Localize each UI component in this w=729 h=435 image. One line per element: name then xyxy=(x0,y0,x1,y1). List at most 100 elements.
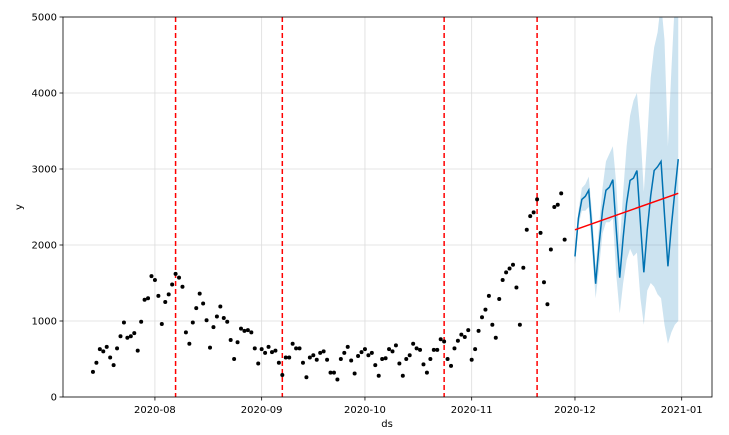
observed-point xyxy=(366,353,371,358)
x-tick-label: 2020-10 xyxy=(344,405,386,416)
observed-point xyxy=(552,205,557,209)
observed-point xyxy=(276,360,281,365)
x-tick-label: 2020-08 xyxy=(134,405,176,416)
observed-point xyxy=(201,301,206,306)
observed-point xyxy=(466,328,471,333)
observed-point xyxy=(545,302,550,307)
observed-point xyxy=(414,346,419,351)
observed-point xyxy=(504,270,509,275)
y-tick-label: 5000 xyxy=(32,13,57,24)
observed-point xyxy=(397,361,402,366)
observed-point xyxy=(352,371,357,376)
observed-point xyxy=(121,320,126,325)
observed-point xyxy=(125,335,130,340)
observed-point xyxy=(180,284,185,289)
uncertainty-band xyxy=(574,17,679,344)
observed-point xyxy=(170,282,175,287)
observed-point xyxy=(521,265,526,270)
observed-point xyxy=(139,319,144,324)
observed-point xyxy=(132,331,137,336)
observed-point xyxy=(500,277,505,282)
observed-point xyxy=(204,318,209,323)
observed-point xyxy=(459,332,464,337)
observed-point xyxy=(297,346,302,351)
observed-point xyxy=(380,357,385,361)
observed-point xyxy=(283,355,288,360)
observed-point xyxy=(152,277,157,282)
observed-point xyxy=(163,300,168,304)
observed-point xyxy=(111,363,116,368)
observed-point xyxy=(335,377,340,382)
observed-point xyxy=(362,347,367,352)
observed-point xyxy=(562,237,567,242)
observed-point xyxy=(273,348,278,353)
observed-point xyxy=(452,346,457,351)
observed-point xyxy=(548,247,553,252)
x-axis-label: ds xyxy=(381,419,393,430)
observed-point xyxy=(173,271,178,276)
observed-point xyxy=(115,346,120,351)
observed-point xyxy=(480,315,485,320)
observed-point xyxy=(404,357,409,361)
observed-point xyxy=(517,322,522,327)
observed-point xyxy=(197,291,202,296)
observed-point xyxy=(462,334,467,339)
observed-point xyxy=(194,306,199,311)
observed-point xyxy=(356,353,361,358)
observed-point xyxy=(418,347,423,352)
observed-point xyxy=(535,197,540,202)
observed-point xyxy=(135,348,140,353)
observed-point xyxy=(101,349,106,354)
observed-point xyxy=(256,361,261,366)
observed-point xyxy=(149,274,154,279)
observed-point xyxy=(507,266,512,271)
y-tick-label: 1000 xyxy=(32,317,57,328)
x-tick-label: 2020-09 xyxy=(241,405,283,416)
observed-point xyxy=(239,326,244,331)
observed-point xyxy=(290,341,295,346)
observed-point xyxy=(411,341,416,346)
observed-point xyxy=(321,349,326,354)
observed-point xyxy=(90,369,95,374)
x-tick-label: 2020-11 xyxy=(451,405,493,416)
observed-point xyxy=(455,338,460,343)
observed-point xyxy=(421,362,426,367)
observed-point xyxy=(318,350,323,355)
observed-point xyxy=(328,370,333,375)
observed-point xyxy=(190,320,195,325)
axes: 0 1000 2000 3000 4000 5000 2020-08 2020-09 2020-… xyxy=(32,13,703,417)
observed-point xyxy=(373,363,378,368)
y-axis-label: y xyxy=(14,204,25,210)
observed-point xyxy=(349,358,354,363)
observed-point xyxy=(555,202,560,207)
observed-point xyxy=(428,357,433,361)
observed-point xyxy=(469,357,474,362)
observed-point xyxy=(476,328,481,333)
observed-point xyxy=(445,357,450,361)
observed-point xyxy=(369,350,374,355)
observed-point xyxy=(263,350,268,355)
plot-frame xyxy=(62,16,713,398)
observed-point xyxy=(228,338,233,342)
x-tick-label: 2020-12 xyxy=(554,405,596,416)
observed-point xyxy=(342,350,347,355)
observed-point xyxy=(225,319,230,324)
observed-point xyxy=(442,339,447,344)
observed-point xyxy=(493,335,498,340)
observed-point xyxy=(325,357,330,362)
observed-point xyxy=(407,353,412,358)
observed-point xyxy=(431,347,436,352)
observed-point xyxy=(314,357,319,362)
observed-point xyxy=(214,314,219,319)
observed-point xyxy=(118,334,123,339)
observed-point xyxy=(183,330,188,335)
observed-point xyxy=(531,210,536,215)
observed-point xyxy=(304,375,309,380)
observed-point xyxy=(266,344,271,349)
y-tick-label: 0 xyxy=(51,393,57,404)
observed-point xyxy=(345,344,350,349)
observed-point xyxy=(486,293,491,298)
observed-point xyxy=(497,296,502,301)
